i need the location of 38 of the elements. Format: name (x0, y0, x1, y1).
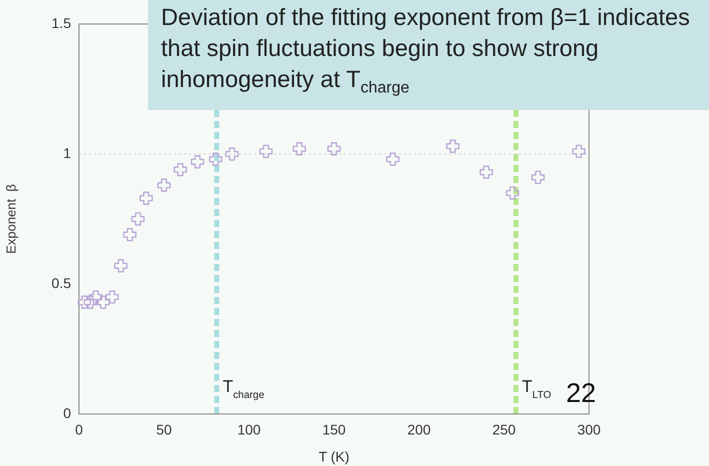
point (209, 152, 222, 166)
y-axis-title: Exponent β (3, 184, 18, 254)
x-tick-label: 150 (322, 421, 346, 438)
point (78, 296, 92, 309)
x-tick-label: 250 (492, 421, 516, 438)
y-tick-label: 1 (63, 144, 72, 161)
x-tick-label: 50 (156, 421, 172, 438)
x-axis-title: T (K) (318, 448, 350, 464)
point (531, 170, 545, 184)
point (131, 212, 145, 226)
x-tick-label: 300 (577, 421, 601, 438)
x-tick-label: 200 (407, 421, 431, 438)
point (386, 152, 400, 166)
point (259, 144, 273, 158)
point (225, 147, 239, 161)
point (506, 186, 520, 200)
point (140, 192, 153, 205)
point (89, 290, 102, 304)
point (327, 142, 341, 156)
annotation: 22 (566, 378, 596, 409)
y-tick-label: 0 (63, 404, 72, 421)
annotation: Deviation of the fitting exponent from β=1 indicates that spin fluctuations begin to show strong inhomogeneity at T$_{charge}$ (148, 0, 709, 110)
point (106, 290, 119, 304)
point (292, 142, 306, 156)
x-tick-label: 100 (237, 421, 261, 438)
point (84, 296, 98, 309)
point (190, 155, 204, 168)
point (123, 228, 136, 242)
point (157, 178, 171, 192)
point (572, 144, 586, 158)
y-tick-label: 0.5 (52, 274, 72, 291)
point (480, 166, 493, 179)
point (96, 296, 110, 309)
point (446, 140, 460, 153)
point (114, 259, 128, 272)
x-tick-label: 0 (75, 421, 84, 438)
y-tick-label: 1.5 (52, 14, 72, 31)
point (174, 162, 187, 176)
